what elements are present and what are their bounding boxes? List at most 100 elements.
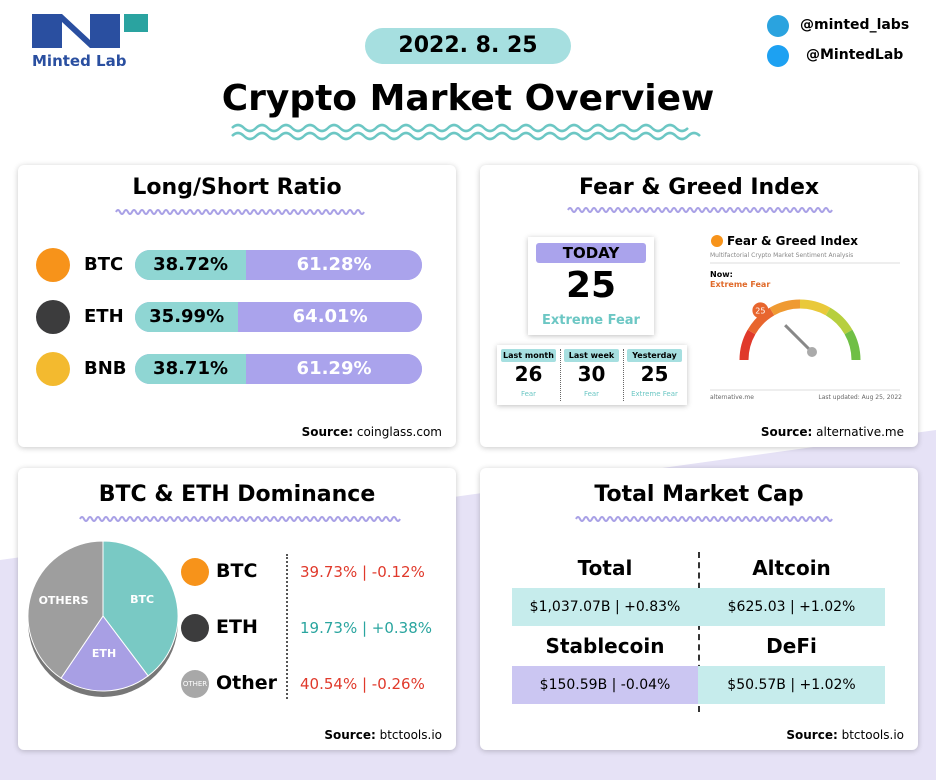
short-label: 61.29% (296, 358, 372, 379)
divider (698, 552, 700, 712)
pie-label: OTHERS (39, 594, 89, 607)
short-bar (246, 354, 422, 384)
pie-slice (102, 540, 179, 677)
cell-label: Total (577, 556, 633, 580)
long-bar (135, 250, 247, 280)
widget-subtitle: Multifactorial Crypto Market Sentiment A… (710, 252, 854, 259)
card-title: BTC & ETH Dominance (98, 482, 376, 507)
today-label: TODAY (536, 243, 646, 263)
wave (575, 516, 833, 522)
gauge-arc (799, 299, 831, 316)
wave (79, 516, 401, 522)
coin-name: ETH (84, 306, 124, 327)
coin-name: BTC (216, 560, 258, 582)
history-class: Fear (583, 390, 600, 398)
dominance-value: 40.54% | -0.26% (300, 675, 425, 693)
pie-slice (60, 615, 149, 692)
cell-label: Altcoin (752, 556, 831, 580)
coin-icon (36, 248, 70, 282)
logo-text: Minted Lab (32, 52, 127, 70)
long-bar (135, 354, 247, 384)
gauge-value: 25 (755, 306, 765, 315)
card-title: Long/Short Ratio (132, 175, 342, 200)
gauge-bubble (752, 302, 769, 319)
long-label: 38.71% (153, 358, 229, 379)
coin-name: BTC (84, 254, 124, 275)
gauge-arc (844, 329, 861, 361)
twitter-handle: @MintedLab (806, 47, 904, 63)
gauge-arc (825, 307, 853, 335)
gauge-pivot (807, 347, 817, 357)
widget-title: Fear & Greed Index (727, 234, 858, 248)
source-label: Source: (786, 728, 838, 742)
history-label: Last month (501, 349, 556, 362)
wave (567, 207, 833, 213)
fear-greed-card: Fear & Greed Index TODAY 25 Extreme Fear… (480, 165, 918, 447)
widget-footer: alternative.me (710, 394, 754, 401)
divider (286, 554, 288, 699)
market-cap-card: Total Market Cap Source: btctools.io Tot… (480, 468, 918, 750)
source: Source: btctools.io (324, 728, 442, 742)
gauge-arc (739, 329, 756, 361)
wave (115, 209, 365, 215)
source-label: Source: (301, 425, 354, 439)
now-class: Extreme Fear (710, 280, 771, 289)
dominance-value: 19.73% | +0.38% (300, 619, 433, 637)
source-label: Source: (324, 728, 376, 742)
dominance-card: BTC & ETH Dominance Source: btctools.io … (18, 468, 456, 750)
source-label: Source: (760, 425, 813, 439)
history-value: 25 (640, 362, 669, 386)
long-short-card: Long/Short Ratio Source: coinglass.com B… (18, 165, 456, 447)
source-value: btctools.io (379, 728, 442, 742)
source: Source: btctools.io (786, 728, 904, 742)
source: Source: alternative.me (761, 425, 904, 439)
cell-label: Stablecoin (545, 634, 665, 658)
coin-name: ETH (216, 616, 258, 638)
gauge-needle (784, 324, 814, 354)
history-divider (623, 349, 624, 401)
coin-icon: OTHER (181, 670, 209, 698)
history-label: Last week (564, 349, 619, 362)
now-label: Now: (710, 270, 733, 279)
cell-value: $50.57B | +1.02% (698, 666, 885, 704)
title-underline (115, 209, 365, 215)
gauge-arc (747, 307, 775, 335)
cell-value: $150.59B | -0.04% (512, 666, 698, 704)
card-title: Fear & Greed Index (578, 175, 820, 200)
coin-icon (36, 300, 70, 334)
gauge: 25 (710, 262, 900, 391)
pie: BTC ETH OTHERS (27, 540, 179, 697)
source: Source: coinglass.com (302, 425, 442, 439)
short-bar (238, 302, 422, 332)
history-divider (560, 349, 561, 401)
title-underline (567, 207, 833, 213)
history-value: 30 (577, 362, 606, 386)
history-value: 26 (514, 362, 543, 386)
cell-value: $625.03 | +1.02% (698, 588, 885, 626)
cell-value: $1,037.07B | +0.83% (512, 588, 698, 626)
short-bar (246, 250, 422, 280)
short-label: 64.01% (292, 306, 368, 327)
cell-label: DeFi (766, 634, 817, 658)
history-class: Fear (520, 390, 537, 398)
coin-icon (181, 614, 209, 642)
coin-icon (181, 558, 209, 586)
coin-name: BNB (84, 358, 127, 379)
gauge-widget: Fear & Greed Index Multifactorial Crypto… (705, 230, 905, 406)
title-underline (575, 516, 833, 522)
short-label: 61.28% (296, 254, 372, 275)
page-title: Crypto Market Overview (221, 78, 715, 119)
long-label: 35.99% (149, 306, 225, 327)
today-value: 25 (565, 265, 617, 306)
widget-updated: Last updated: Aug 25, 2022 (818, 394, 902, 401)
long-label: 38.72% (153, 254, 229, 275)
history-box: Last month 26 Fear Last week 30 Fear Yesterday… (497, 345, 687, 405)
pie-label: ETH (92, 647, 116, 660)
card-title: Total Market Cap (594, 482, 804, 507)
coin-name: Other (216, 672, 278, 694)
widget-icon (711, 235, 723, 247)
pie-slice (27, 540, 104, 679)
source-value: coinglass.com (356, 425, 442, 439)
today-class: Extreme Fear (542, 313, 640, 328)
